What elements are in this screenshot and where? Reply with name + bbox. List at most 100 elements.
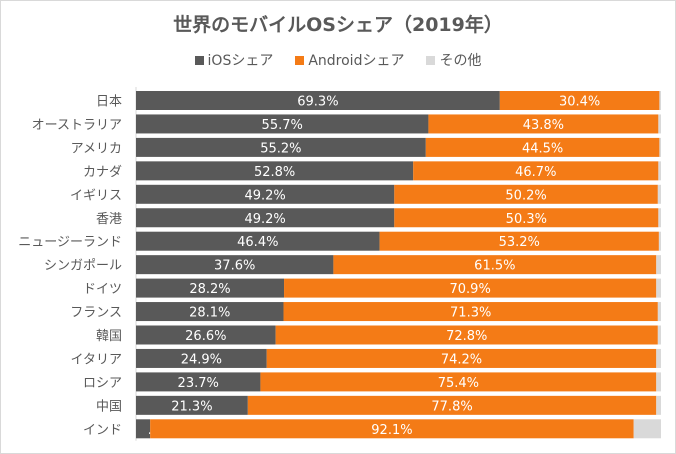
bar-segment-ios [136,302,284,322]
legend-label: その他 [439,53,482,69]
bar-segment-ios [136,395,248,415]
bar-segment-other [659,137,661,157]
data-label: 92.1% [371,423,412,438]
chart-title: 世界のモバイルOSシェア（2019年） [173,14,503,36]
bar-segment-ios [136,419,151,439]
bar-segment-ios [136,278,285,298]
bar-segment-ios [136,372,261,392]
data-label: 30.4% [559,95,600,110]
legend-item-android: Androidシェア [295,50,404,70]
bar-segment-ios [136,91,500,110]
category-label: フランス [70,306,122,321]
data-label: 24.9% [181,352,222,367]
data-label: 50.2% [505,188,546,203]
category-label: シンガポール [44,259,122,274]
legend-swatch-ios [194,55,204,65]
category-label: 日本 [96,95,122,110]
data-label: 77.8% [431,399,472,414]
legend: iOSシェア Androidシェア その他 [0,50,676,70]
category-label: イギリス [70,188,122,203]
bar-segment-other [656,278,661,298]
data-label: 55.2% [260,141,301,156]
category-label: ニュージーランド [18,235,122,250]
bar-segment-android [499,91,660,110]
category-label: ロシア [83,376,122,391]
category-label: 韓国 [96,329,122,344]
data-label: 74.2% [441,352,482,367]
category-label: アメリカ [71,141,122,156]
category-label: カナダ [83,165,122,180]
data-label: 50.3% [506,212,547,227]
data-label: 49.2% [244,212,285,227]
bar-segment-android [275,325,658,345]
legend-label: iOSシェア [207,53,274,69]
bar-segment-android [247,395,657,415]
bar-segment-other [656,255,661,275]
bar-segment-android [413,161,659,181]
legend-swatch-android [295,55,305,65]
bar-segment-ios [136,348,267,368]
data-label: 23.7% [178,376,219,391]
bar-segment-ios [136,208,395,228]
data-label: 70.9% [450,282,491,297]
data-label: 72.8% [446,329,487,344]
data-label: 26.6% [185,329,226,344]
bar-segment-other [656,395,661,415]
data-label: 49.2% [244,188,285,203]
data-label: 43.8% [523,118,564,133]
bar-segment-other [657,302,661,322]
category-label: イタリア [71,352,122,367]
data-label: 46.7% [515,165,556,180]
bar-segment-other [658,161,661,181]
bar-segment-android [284,278,657,298]
data-label: 44.5% [522,141,563,156]
data-label: 21.3% [171,399,212,414]
bar-segment-ios [136,114,429,134]
bar-segment-ios [136,184,395,204]
bar-segment-ios [136,231,380,251]
bar-segment-other [657,184,661,204]
bar-segment-ios [136,161,414,181]
category-label: 中国 [96,399,122,414]
bar-segment-android [266,348,657,368]
data-label: 52.8% [254,165,295,180]
bar-segment-android [260,372,657,392]
bar-segment-ios [136,255,334,275]
data-label: 28.1% [189,306,230,321]
data-label: 46.4% [237,235,278,250]
legend-swatch-other [426,55,436,65]
legend-label: Androidシェア [308,53,405,69]
bar-segment-android [394,208,659,228]
legend-item-ios: iOSシェア [194,50,274,70]
legend-item-other: その他 [426,50,481,70]
data-label: 53.2% [499,235,540,250]
category-label: 香港 [96,212,122,227]
bar-segment-android [425,137,660,157]
category-label: ドイツ [83,282,122,297]
category-label: インド [83,423,122,438]
data-label: 55.7% [262,118,303,133]
bar-segment-other [658,208,661,228]
bar-segment-other [658,114,661,134]
data-label: 69.3% [297,95,338,110]
data-label: 28.2% [189,282,230,297]
bar-segment-android [333,255,657,275]
bar-segment-android [379,231,659,251]
bar-segment-other [656,348,661,368]
bar-segment-android [428,114,659,134]
bar-segment-other [658,231,661,251]
bar-segment-other [656,372,661,392]
data-label: 61.5% [474,259,515,274]
bar-segment-other [659,91,661,110]
data-label: 75.4% [438,376,479,391]
bar-segment-android [283,302,658,322]
data-label: 37.6% [214,259,255,274]
bar-segment-other [657,325,661,345]
bar-segment-android [394,184,658,204]
data-label: 71.3% [450,306,491,321]
bar-segment-other [633,419,661,439]
bar-segment-android [150,419,634,439]
category-label: オーストラリア [32,118,122,133]
bar-segment-ios [136,325,276,345]
